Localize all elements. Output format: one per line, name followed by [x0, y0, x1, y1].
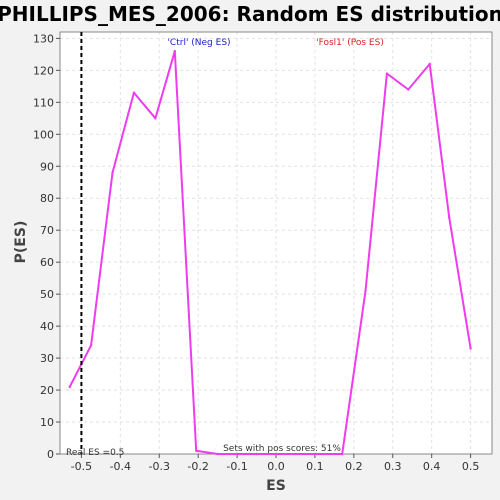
y-tick-label: 0 — [47, 448, 54, 461]
data-point — [313, 452, 317, 456]
x-axis-label: ES — [266, 478, 286, 494]
data-point — [447, 216, 451, 219]
y-axis-label: P(ES) — [13, 221, 29, 264]
x-tick-label: 0.0 — [267, 460, 285, 473]
data-point — [428, 62, 431, 66]
chart-title: PHILLIPS_MES_2006: Random ES distributio… — [0, 2, 500, 26]
y-tick-label: 80 — [40, 192, 54, 205]
x-tick-label: 0.1 — [306, 460, 324, 473]
data-point — [89, 344, 93, 347]
x-tick-label: -0.5 — [71, 460, 92, 473]
annotations: 'Ctrl' (Neg ES) 'Fosl1' (Pos ES) Real ES =… — [66, 32, 384, 458]
neg-es-label: 'Ctrl' (Neg ES) — [167, 38, 230, 48]
data-point — [274, 452, 278, 456]
pos-scores-label: Sets with pos scores: 51% — [223, 444, 341, 454]
x-tick-label: 0.5 — [462, 460, 480, 473]
series-layer — [68, 49, 472, 456]
data-point — [111, 171, 114, 174]
x-tick-label: 0.4 — [423, 460, 441, 473]
y-tick-label: 130 — [33, 32, 54, 45]
data-point — [469, 347, 472, 350]
data-point — [195, 449, 198, 453]
x-tick-label: -0.2 — [187, 460, 208, 473]
data-point — [294, 452, 297, 456]
x-tick-label: 0.3 — [384, 460, 402, 473]
data-point — [154, 117, 157, 120]
data-point — [235, 452, 239, 456]
data-point — [216, 452, 219, 456]
x-tick-label: 0.2 — [345, 460, 363, 473]
series-line — [68, 50, 472, 455]
y-tick-label: 110 — [33, 96, 54, 109]
data-point — [173, 49, 177, 53]
y-tick-label: 60 — [40, 256, 54, 269]
y-tick-label: 70 — [40, 224, 54, 237]
y-tick-label: 30 — [40, 352, 54, 365]
grid-lines — [60, 32, 492, 455]
data-point — [340, 452, 344, 456]
y-tick-label: 50 — [40, 288, 54, 301]
y-tick-label: 90 — [40, 160, 54, 173]
data-point — [132, 91, 136, 94]
pos-es-label: 'Fosl1' (Pos ES) — [316, 38, 384, 48]
data-point — [364, 289, 367, 293]
y-tick-label: 20 — [40, 384, 54, 397]
y-tick-label: 120 — [33, 64, 54, 77]
x-tick-label: -0.3 — [149, 460, 170, 473]
x-tick-label: -0.4 — [110, 460, 131, 473]
data-point — [68, 385, 71, 389]
data-point — [255, 452, 258, 456]
data-point — [407, 88, 410, 91]
y-tick-label: 100 — [33, 128, 54, 141]
y-tick-label: 40 — [40, 320, 54, 333]
x-tick-label: -0.1 — [226, 460, 247, 473]
y-tick-label: 10 — [40, 416, 54, 429]
data-point — [385, 72, 389, 75]
real-es-label: Real ES =0.5 — [66, 448, 124, 458]
